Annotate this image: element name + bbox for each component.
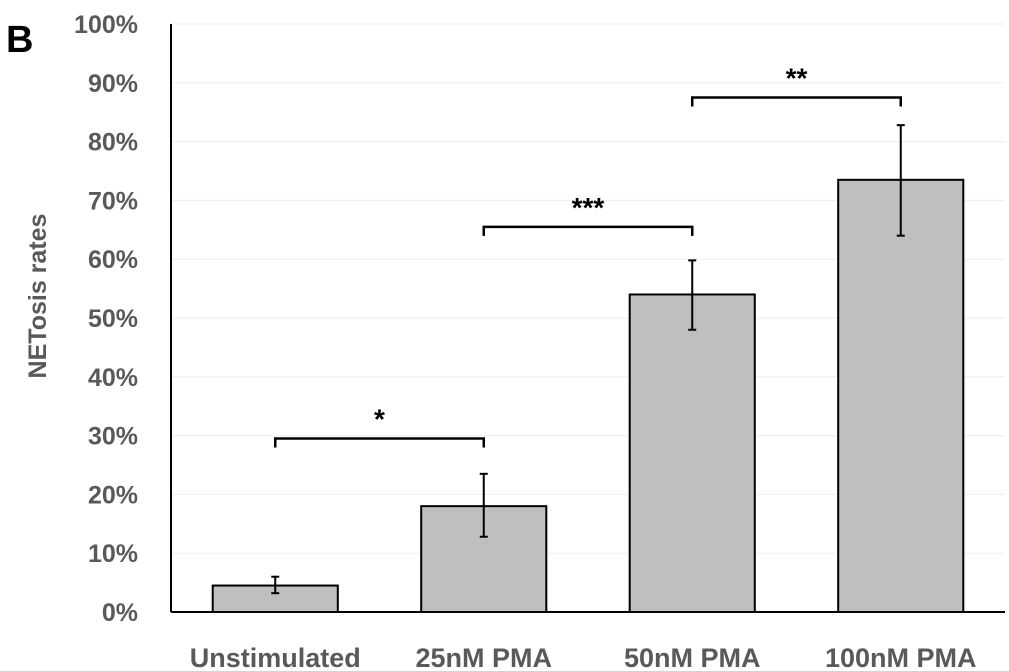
- x-tick-label: Unstimulated: [190, 643, 361, 671]
- panel-label: B: [6, 19, 33, 61]
- y-axis-title: NETosis rates: [24, 214, 52, 379]
- bar: [837, 178, 965, 613]
- y-tick-label: 70%: [88, 187, 138, 215]
- error-bar: [479, 472, 488, 538]
- y-tick-label: 0%: [102, 599, 138, 627]
- significance-label: **: [786, 63, 808, 94]
- bars: [211, 178, 965, 613]
- y-tick-label: 20%: [88, 481, 138, 509]
- error-bar: [271, 575, 280, 595]
- y-tick-label: 50%: [88, 305, 138, 333]
- error-bars: [271, 124, 905, 595]
- category-labels: Unstimulated 25nM PMA 50nM PMA 100nM PMA: [190, 643, 977, 671]
- x-tick-label: 100nM PMA: [825, 643, 977, 671]
- significance-brackets: ******: [274, 63, 902, 448]
- significance-bracket: **: [691, 63, 902, 107]
- y-tick-label: 100%: [74, 11, 138, 39]
- error-bar: [688, 259, 697, 331]
- y-tick-label: 60%: [88, 246, 138, 274]
- significance-bracket: ***: [482, 192, 694, 236]
- x-tick-label: 25nM PMA: [415, 643, 552, 671]
- significance-bracket: *: [274, 404, 485, 448]
- significance-label: *: [374, 404, 385, 435]
- y-tick-label: 10%: [88, 540, 138, 568]
- y-tick-label: 80%: [88, 129, 138, 157]
- error-bar: [896, 124, 905, 237]
- y-tick-label: 40%: [88, 364, 138, 392]
- y-tick-label: 90%: [88, 70, 138, 98]
- x-tick-label: 50nM PMA: [624, 643, 761, 671]
- y-tick-label: 30%: [88, 423, 138, 451]
- significance-label: ***: [572, 192, 605, 223]
- y-tick-labels: 0% 10% 20% 30% 40% 50% 60% 70% 80% 90% 100%: [74, 11, 138, 627]
- gridlines: [171, 23, 1005, 554]
- bar: [628, 293, 756, 613]
